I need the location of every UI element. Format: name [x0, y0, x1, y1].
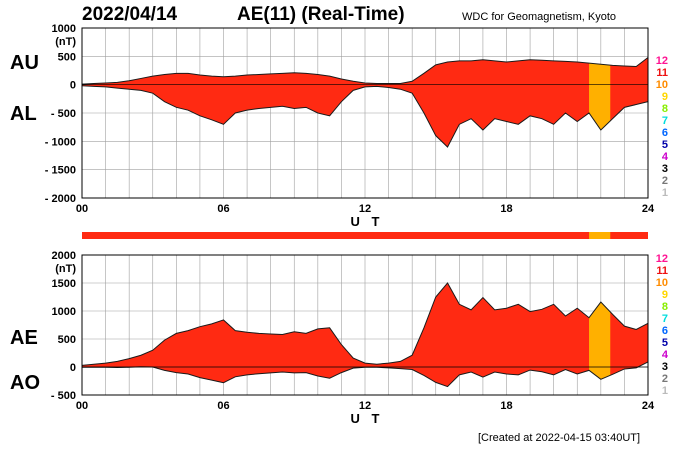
au-al-xlabel: U T — [351, 214, 384, 229]
ae-label: AE — [10, 327, 38, 349]
au-label: AU — [10, 52, 39, 74]
ae-ao-series-line-0 — [81, 282, 649, 366]
station-bar-reduced — [589, 232, 611, 239]
al-label: AL — [10, 103, 37, 125]
source-label: WDC for Geomagnetism, Kyoto — [462, 11, 617, 23]
ae-ao-ytick: 1000 — [52, 306, 76, 318]
au-al-xtick: 06 — [217, 203, 229, 215]
legend-item-12: 12 — [656, 55, 668, 67]
ae-ao-ytick: 1500 — [52, 278, 76, 290]
au-al-series-line-1 — [81, 85, 649, 148]
ae-ao-ytick: 500 — [58, 334, 76, 346]
legend-item-4: 4 — [662, 349, 669, 361]
legend-item-10: 10 — [656, 79, 668, 91]
au-al-series-line-0 — [81, 57, 649, 85]
legend-item-11: 11 — [656, 265, 668, 277]
ae-ao-area — [82, 283, 648, 387]
legend-item-10: 10 — [656, 277, 668, 289]
legend-item-6: 6 — [662, 127, 668, 139]
ae-ao-reduced-area — [589, 283, 611, 387]
legend-item-11: 11 — [656, 67, 668, 79]
au-al-plot: 1000 500 0 - 500 - 1000 - 1500 - 2000 (nT) 00 06 1… — [45, 23, 655, 229]
legend-item-4: 4 — [662, 151, 669, 163]
au-al-ytick: - 1000 — [45, 136, 76, 148]
created-timestamp: [Created at 2022-04-15 03:40UT] — [478, 432, 641, 444]
ae-ao-ytick: 2000 — [52, 250, 76, 262]
legend-item-5: 5 — [662, 139, 668, 151]
chart-title: AE(11) (Real-Time) — [237, 4, 405, 25]
au-al-xtick: 12 — [359, 203, 371, 215]
au-al-xtick: 18 — [500, 203, 512, 215]
legend-item-3: 3 — [662, 163, 668, 175]
au-al-ytick: 1000 — [52, 23, 76, 35]
au-al-frame — [81, 27, 649, 199]
legend-item-2: 2 — [662, 175, 668, 187]
legend-item-7: 7 — [662, 313, 668, 325]
au-al-xtick: 24 — [642, 203, 655, 215]
legend-item-7: 7 — [662, 115, 668, 127]
au-al-ytick: - 2000 — [45, 193, 76, 205]
legend-item-8: 8 — [662, 301, 668, 313]
legend-item-1: 1 — [662, 187, 668, 199]
legend-item-9: 9 — [662, 289, 668, 301]
ae-ao-xtick: 24 — [642, 400, 655, 412]
ae-ao-xtick: 06 — [217, 400, 229, 412]
au-al-unit: (nT) — [55, 36, 76, 48]
legend-item-6: 6 — [662, 325, 668, 337]
ae-ao-xtick: 18 — [500, 400, 512, 412]
ae-ao-ytick: - 500 — [51, 390, 76, 402]
au-al-reduced-area — [589, 57, 611, 147]
au-al-ytick: - 1500 — [45, 165, 76, 177]
au-al-ytick: 0 — [70, 80, 76, 92]
au-al-ytick: - 500 — [51, 108, 76, 120]
ae-ao-unit: (nT) — [55, 263, 76, 275]
legend-item-5: 5 — [662, 337, 668, 349]
station-count-bar — [82, 232, 648, 239]
au-al-xtick: 00 — [76, 203, 88, 215]
legend-item-3: 3 — [662, 361, 668, 373]
legend-item-9: 9 — [662, 91, 668, 103]
legend-item-8: 8 — [662, 103, 668, 115]
station-bar-main — [82, 232, 648, 239]
ae-ao-plot: 2000 1500 1000 500 0 - 500 (nT) 00 06 12 18 24 U T — [51, 250, 655, 426]
ae-ao-xlabel: U T — [351, 411, 384, 426]
au-al-ytick: 500 — [58, 51, 76, 63]
legend-item-2: 2 — [662, 373, 668, 385]
ae-ao-frame — [81, 254, 649, 396]
ae-ao-xtick: 00 — [76, 400, 88, 412]
ao-label: AO — [10, 372, 40, 394]
legend-item-1: 1 — [662, 385, 668, 397]
au-al-area — [82, 57, 648, 147]
ae-ao-ytick: 0 — [70, 362, 76, 374]
legend-item-12: 12 — [656, 253, 668, 265]
ae-ao-xtick: 12 — [359, 400, 371, 412]
date-label: 2022/04/14 — [82, 4, 178, 25]
